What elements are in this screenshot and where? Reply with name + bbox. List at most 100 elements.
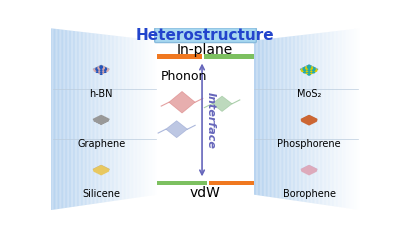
- Polygon shape: [330, 32, 332, 206]
- Circle shape: [96, 118, 98, 120]
- Polygon shape: [334, 31, 336, 206]
- Polygon shape: [82, 32, 83, 206]
- Circle shape: [96, 68, 98, 70]
- Circle shape: [104, 70, 106, 72]
- Polygon shape: [140, 39, 141, 197]
- Polygon shape: [149, 40, 151, 196]
- Polygon shape: [346, 30, 348, 208]
- Polygon shape: [153, 40, 155, 195]
- Polygon shape: [300, 65, 318, 74]
- Circle shape: [100, 122, 102, 124]
- Polygon shape: [332, 31, 333, 206]
- Polygon shape: [301, 115, 317, 123]
- Polygon shape: [344, 30, 345, 208]
- Polygon shape: [268, 39, 270, 197]
- Polygon shape: [106, 35, 107, 202]
- Polygon shape: [356, 29, 357, 210]
- Polygon shape: [157, 41, 159, 195]
- Circle shape: [310, 121, 313, 124]
- Circle shape: [306, 117, 309, 120]
- Polygon shape: [260, 40, 262, 196]
- Circle shape: [310, 171, 312, 174]
- Circle shape: [308, 120, 311, 123]
- Polygon shape: [78, 31, 79, 206]
- Polygon shape: [83, 32, 85, 205]
- Polygon shape: [357, 29, 358, 210]
- Polygon shape: [59, 29, 61, 209]
- Polygon shape: [302, 35, 304, 202]
- Circle shape: [94, 169, 97, 172]
- Text: vdW: vdW: [190, 186, 221, 200]
- Polygon shape: [360, 28, 361, 210]
- Circle shape: [312, 70, 315, 73]
- Circle shape: [310, 169, 312, 172]
- Circle shape: [306, 171, 308, 174]
- Circle shape: [96, 168, 99, 171]
- Polygon shape: [256, 40, 258, 195]
- Polygon shape: [294, 36, 295, 201]
- Polygon shape: [352, 29, 353, 209]
- Polygon shape: [62, 30, 63, 208]
- Polygon shape: [117, 36, 118, 201]
- Circle shape: [308, 67, 311, 71]
- Circle shape: [94, 119, 96, 121]
- Circle shape: [98, 119, 100, 121]
- Circle shape: [102, 167, 105, 170]
- Circle shape: [306, 167, 308, 170]
- Polygon shape: [99, 34, 101, 203]
- Circle shape: [106, 69, 108, 71]
- Circle shape: [104, 118, 106, 120]
- Circle shape: [308, 70, 311, 73]
- Polygon shape: [93, 65, 109, 73]
- Polygon shape: [286, 37, 287, 199]
- Circle shape: [98, 117, 100, 119]
- Circle shape: [106, 169, 109, 172]
- Polygon shape: [337, 31, 338, 207]
- Polygon shape: [304, 35, 305, 202]
- Polygon shape: [75, 31, 77, 206]
- Polygon shape: [129, 37, 130, 199]
- Polygon shape: [263, 39, 264, 196]
- Polygon shape: [293, 36, 294, 201]
- Polygon shape: [274, 38, 275, 198]
- Circle shape: [102, 171, 105, 174]
- Text: Graphene: Graphene: [77, 139, 125, 149]
- Polygon shape: [58, 29, 59, 209]
- Text: MoS₂: MoS₂: [297, 89, 321, 99]
- Circle shape: [314, 119, 317, 122]
- Polygon shape: [91, 33, 93, 204]
- Polygon shape: [212, 96, 232, 111]
- Circle shape: [312, 168, 314, 171]
- Polygon shape: [61, 30, 62, 209]
- Polygon shape: [318, 33, 320, 204]
- Circle shape: [100, 116, 102, 118]
- Circle shape: [100, 66, 102, 68]
- Polygon shape: [71, 31, 73, 207]
- Polygon shape: [324, 32, 325, 205]
- Polygon shape: [139, 38, 140, 197]
- Circle shape: [100, 166, 103, 169]
- Polygon shape: [132, 38, 133, 198]
- Circle shape: [302, 169, 304, 172]
- Circle shape: [308, 72, 311, 75]
- Polygon shape: [258, 40, 259, 195]
- Polygon shape: [114, 36, 116, 201]
- Circle shape: [303, 67, 306, 71]
- Polygon shape: [51, 28, 53, 210]
- Text: Borophene: Borophene: [283, 189, 336, 199]
- Polygon shape: [283, 37, 285, 199]
- Polygon shape: [66, 30, 67, 208]
- Text: h-BN: h-BN: [89, 89, 113, 99]
- Polygon shape: [169, 92, 195, 113]
- Polygon shape: [128, 37, 129, 199]
- Polygon shape: [310, 34, 312, 203]
- Circle shape: [98, 71, 100, 73]
- Polygon shape: [109, 35, 110, 202]
- Circle shape: [100, 70, 102, 72]
- Polygon shape: [87, 33, 89, 205]
- Polygon shape: [136, 38, 137, 198]
- Polygon shape: [147, 39, 148, 196]
- Polygon shape: [277, 38, 278, 198]
- Polygon shape: [130, 38, 132, 198]
- Polygon shape: [342, 30, 344, 208]
